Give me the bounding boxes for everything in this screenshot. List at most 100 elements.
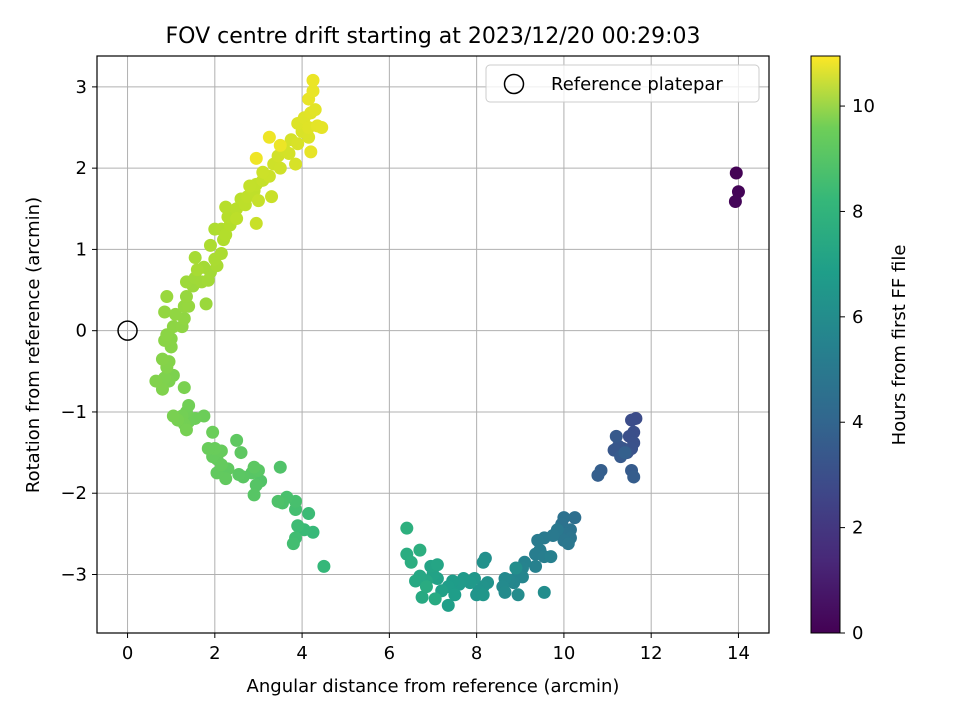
- data-point: [188, 251, 202, 265]
- y-tick-label: 3: [76, 77, 87, 98]
- data-point: [149, 374, 163, 388]
- data-point: [291, 137, 305, 151]
- data-point: [308, 103, 322, 117]
- data-point: [273, 460, 287, 474]
- data-point: [591, 468, 605, 482]
- data-point: [273, 138, 287, 152]
- x-tick-label: 12: [640, 643, 663, 664]
- data-point: [160, 290, 174, 304]
- data-point: [282, 147, 296, 161]
- data-point: [306, 73, 320, 87]
- data-point: [214, 246, 228, 260]
- data-point: [256, 165, 270, 179]
- data-point: [206, 425, 220, 439]
- chart-title: FOV centre drift starting at 2023/12/20 …: [166, 24, 701, 49]
- data-point: [441, 598, 455, 612]
- colorbar: 0 2 4 6 8 10 Hours from first FF file: [810, 55, 910, 644]
- data-point: [182, 299, 196, 313]
- colorbar-tick-label: 10: [852, 96, 875, 117]
- data-point: [731, 185, 745, 199]
- data-point: [561, 537, 575, 551]
- data-point: [509, 561, 523, 575]
- data-point: [251, 194, 265, 208]
- data-point: [199, 297, 213, 311]
- y-tick-label: −3: [60, 564, 87, 585]
- data-point: [415, 590, 429, 604]
- data-point: [409, 574, 423, 588]
- data-point: [262, 130, 276, 144]
- data-point: [179, 290, 193, 304]
- data-point: [247, 488, 261, 502]
- data-point: [618, 446, 632, 460]
- x-tick-label: 2: [209, 643, 220, 664]
- legend-box: [485, 64, 760, 103]
- data-point: [177, 381, 191, 395]
- data-point: [158, 305, 172, 319]
- colorbar-tick-label: 0: [852, 623, 863, 644]
- legend-reference-marker: [503, 73, 525, 95]
- data-point: [273, 161, 287, 175]
- y-tick-label: 2: [76, 158, 87, 179]
- data-point: [317, 559, 331, 573]
- data-point: [413, 543, 427, 557]
- x-tick-label: 0: [122, 643, 133, 664]
- colorbar-tick-label: 4: [852, 412, 863, 433]
- colorbar-gradient: [810, 55, 841, 634]
- y-tick-label: 0: [76, 321, 87, 342]
- y-tick-label: −2: [60, 483, 87, 504]
- data-point: [203, 238, 217, 252]
- x-tick-label: 8: [471, 643, 482, 664]
- data-point: [304, 145, 318, 159]
- data-point: [511, 588, 525, 602]
- colorbar-label: Hours from first FF file: [889, 245, 910, 446]
- data-point: [265, 190, 279, 204]
- data-point: [476, 588, 490, 602]
- data-point: [404, 555, 418, 569]
- data-point: [537, 585, 551, 599]
- data-point: [609, 429, 623, 443]
- data-point: [166, 409, 180, 423]
- data-point: [430, 558, 444, 572]
- x-tick-label: 6: [384, 643, 395, 664]
- legend-label: Reference platepar: [551, 74, 723, 95]
- data-point: [249, 216, 263, 230]
- data-point: [219, 200, 233, 214]
- legend: Reference platepar: [485, 64, 760, 103]
- data-point: [271, 494, 285, 508]
- x-axis-label: Angular distance from reference (arcmin): [247, 676, 620, 697]
- data-point: [529, 559, 543, 573]
- data-point: [230, 433, 244, 447]
- data-point: [182, 398, 196, 412]
- data-point: [498, 585, 512, 599]
- data-point: [729, 166, 743, 180]
- data-point: [289, 157, 303, 171]
- data-point: [155, 352, 169, 366]
- x-tick-label: 10: [552, 643, 575, 664]
- data-point: [728, 194, 742, 208]
- data-point: [219, 228, 233, 242]
- data-point: [627, 470, 641, 484]
- data-points: [117, 73, 745, 612]
- data-point: [544, 550, 558, 564]
- grid-lines: [97, 56, 769, 633]
- y-axis-label: Rotation from reference (arcmin): [23, 197, 44, 493]
- plot-frame: [96, 55, 770, 634]
- data-point: [625, 413, 639, 427]
- data-point: [169, 307, 183, 321]
- data-point: [315, 121, 329, 135]
- data-point: [249, 478, 263, 492]
- data-point: [476, 555, 490, 569]
- data-point: [400, 521, 414, 535]
- reference-platepar-marker: [117, 320, 138, 341]
- data-point: [190, 263, 204, 277]
- data-point: [201, 442, 215, 456]
- x-tick-label: 14: [727, 643, 750, 664]
- y-tick-label: 1: [76, 239, 87, 260]
- data-point: [306, 84, 320, 98]
- data-point: [291, 519, 305, 533]
- data-point: [419, 580, 433, 594]
- data-point: [230, 212, 244, 226]
- data-point: [247, 460, 261, 474]
